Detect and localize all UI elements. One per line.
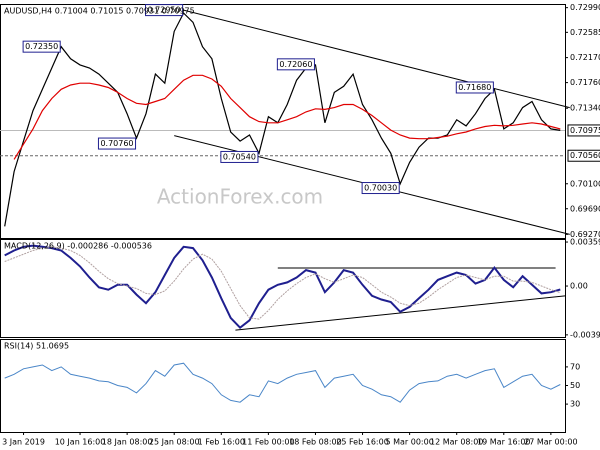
series-line [4, 244, 561, 330]
series-line [4, 246, 561, 320]
label-box [361, 182, 400, 195]
x-tick-label: 3 Jan 2019 [2, 438, 45, 447]
panel-title: RSI(14) 51.0695 [4, 342, 69, 351]
y-tick-label: 0.70100 [570, 179, 600, 188]
x-tick-label: 10 Jan 16:00 [55, 438, 106, 447]
x-tick-label: 27 Mar 00:00 [524, 438, 577, 447]
watermark: ActionForex.com [157, 185, 323, 209]
annotation: 0.71680 [458, 83, 491, 92]
y-tick-label: 0.72585 [570, 28, 600, 37]
x-tick-label: 18 Feb 08:00 [289, 438, 341, 447]
x-tick-label: 11 Feb 00:00 [242, 438, 294, 447]
y-tick-label: 0.003592 [570, 238, 600, 247]
y-tick-label: 0.72990 [570, 3, 600, 12]
annotation: 0.72350 [25, 42, 58, 51]
x-tick-label: 19 Mar 16:00 [477, 438, 530, 447]
annotation: 0.72060 [279, 60, 312, 69]
x-tick-label: 18 Jan 08:00 [102, 438, 153, 447]
label-box [97, 137, 137, 150]
price-line-label: 0.70975 [570, 126, 600, 135]
annotation: 0.70540 [223, 152, 256, 161]
x-tick-label: 25 Feb 16:00 [336, 438, 388, 447]
price-line-label: 0.70560 [570, 151, 600, 160]
y-tick-label: 0.00 [570, 282, 588, 291]
panel-frame [0, 4, 566, 239]
y-tick-label: 0.71340 [570, 104, 600, 113]
label-box [276, 58, 315, 71]
y-tick-label: 0.69270 [570, 230, 600, 239]
series-line [4, 362, 561, 403]
y-tick-label: 70 [570, 362, 580, 371]
y-tick-label: 30 [570, 400, 580, 409]
x-tick-label: 5 Mar 00:00 [385, 438, 433, 447]
panel-frame [0, 339, 566, 433]
label-box [145, 4, 184, 17]
trendline [183, 9, 570, 109]
label-box [220, 150, 259, 163]
panel-frame [0, 239, 566, 338]
annotation: 0.72950 [148, 6, 181, 15]
panel-title: AUDUSD,H4 0.71004 0.71015 0.70931 0.7097… [4, 7, 195, 16]
y-tick-label: 0.72170 [570, 53, 600, 62]
x-tick-label: 12 Mar 08:00 [430, 438, 483, 447]
y-tick-label: -0.003986 [570, 330, 600, 339]
series-line [13, 74, 561, 160]
y-tick-label: 0.71760 [570, 78, 600, 87]
panel-title: MACD(12,26,9) -0.000286 -0.000536 [4, 242, 152, 251]
annotation: 0.70760 [100, 139, 133, 148]
x-tick-label: 1 Feb 16:00 [198, 438, 245, 447]
annotation: 0.70030 [364, 184, 397, 193]
x-tick-label: 25 Jan 08:00 [149, 438, 200, 447]
y-tick-label: 0.69690 [570, 204, 600, 213]
label-box [567, 124, 600, 137]
label-box [567, 149, 600, 162]
series-line [4, 12, 561, 227]
label-box [455, 81, 494, 94]
y-tick-label: 50 [570, 381, 580, 390]
label-box [22, 40, 61, 53]
trendline [235, 295, 566, 331]
